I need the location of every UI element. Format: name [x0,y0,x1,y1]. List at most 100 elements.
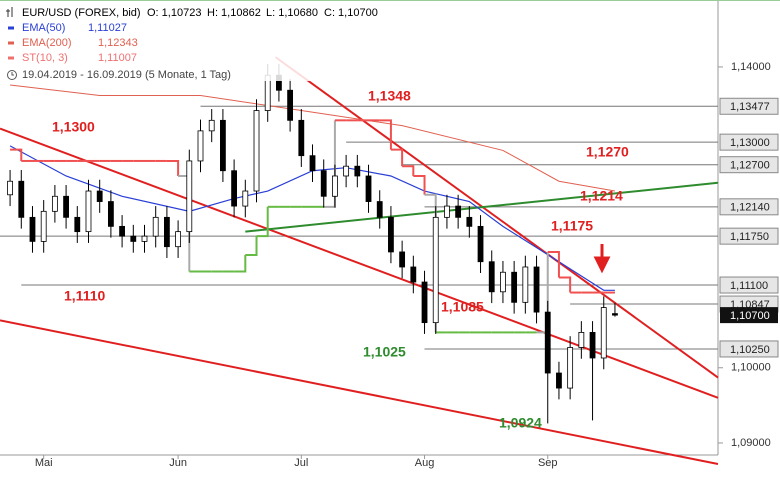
legend-stat: H: 1,10862 [207,7,261,19]
last-price-box [720,307,778,324]
candle-body [567,347,574,389]
candle-body [612,313,618,316]
legend-stat: C: 1,10700 [324,7,378,19]
plot-area [0,56,719,466]
candle-body [208,119,215,132]
level-label: 1,12140 [730,202,770,214]
candle-body [544,311,551,374]
legend-name: EMA(200) [22,37,72,49]
x-tick-label: Jul [294,457,308,469]
trendline [274,56,719,379]
candle-body [309,155,316,172]
y-tick-label: 1,14000 [731,61,771,73]
supertrend-segment [166,159,180,176]
legend-stat: O: 1,10723 [147,7,201,19]
supertrend-segment [558,276,572,293]
candle-body [29,216,36,242]
annotation: 1,1300 [52,119,95,135]
candle-body [175,231,181,248]
candle-body [18,180,25,218]
annotation: 1,1110 [64,288,105,304]
supertrend-segment [379,119,392,150]
candle-body [365,175,372,202]
supertrend-segment [245,236,258,256]
candle-body [74,216,81,233]
candle-body [578,332,585,348]
candle-body [488,261,495,293]
candle-body [220,119,226,172]
candle-body [388,216,394,253]
legend-range: 19.04.2019 - 16.09.2019 (5 Monate, 1 Tag… [22,69,231,81]
level-label: 1,13477 [730,101,770,113]
level-box [719,133,779,151]
legend-symbol: EUR/USD (FOREX, bid) [22,7,141,19]
level-box [719,97,779,115]
candle-body [7,180,13,196]
legend-bg [4,3,464,81]
level-box [719,156,779,174]
annotation: 1,1348 [368,88,411,104]
trendline [245,181,719,233]
last-price-label: 1,10700 [730,310,770,322]
candle-body [399,251,406,268]
annotation: 1,0924 [499,415,542,431]
candle-body [119,225,125,237]
candle-body [40,210,47,242]
candle-body [197,130,204,162]
candle-body [96,190,103,202]
level-box [719,276,779,294]
level-label: 1,12700 [730,160,770,172]
candle-body [533,266,540,313]
candle-body [186,160,193,233]
candle-body [51,195,58,212]
candle-body [455,205,462,218]
candle-body [600,307,607,359]
supertrend-segment [256,206,269,238]
legend-value: 1,11027 [88,22,127,34]
candle-body [152,216,159,237]
level-label: 1,13000 [730,137,770,149]
candle-body [466,216,473,227]
annotation: 1,1270 [586,144,629,160]
level-box [719,340,779,358]
supertrend-segment [10,148,23,161]
candle-body [85,190,92,233]
x-tick-label: Aug [415,457,435,469]
supertrend-segment [390,148,404,167]
candle-body [242,190,249,207]
x-tick-label: Sep [538,457,558,469]
legend-icon [7,70,17,80]
legend-name: ST(10, 3) [22,52,68,64]
candle-body [298,119,305,157]
candle-body [432,216,439,324]
level-box [719,227,779,245]
trendline [0,319,719,466]
arrow [593,244,611,274]
candle-body [444,205,450,218]
candle-body [320,170,327,197]
annotation: 1,1175 [551,218,593,234]
candle-body [332,175,338,197]
candle-body [556,372,562,389]
level-label: 1,10250 [730,344,770,356]
trendline [0,127,719,399]
supertrend-segment [234,254,247,273]
level-label: 1,11100 [730,280,768,292]
candle-body [141,235,148,242]
legend: EUR/USD (FOREX, bid) O: 1,10723 H: 1,108… [4,3,464,81]
candle-body [511,271,518,303]
supertrend-segment [413,174,426,195]
candle-body [522,266,529,303]
legend-value: 1,12343 [98,37,138,49]
candle-body [589,332,596,359]
annotation: 1,1214 [580,188,623,204]
candle-body [287,89,294,121]
supertrend-segment [402,165,415,176]
indicator-line [10,84,616,192]
legend-icon [11,72,14,76]
legend-stat: L: 1,10680 [266,7,318,19]
candle-body [343,165,350,177]
candle-body [354,165,361,177]
candle-body [63,195,69,218]
